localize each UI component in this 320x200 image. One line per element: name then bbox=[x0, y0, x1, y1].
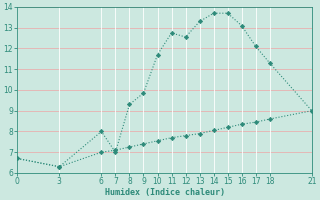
X-axis label: Humidex (Indice chaleur): Humidex (Indice chaleur) bbox=[105, 188, 225, 197]
